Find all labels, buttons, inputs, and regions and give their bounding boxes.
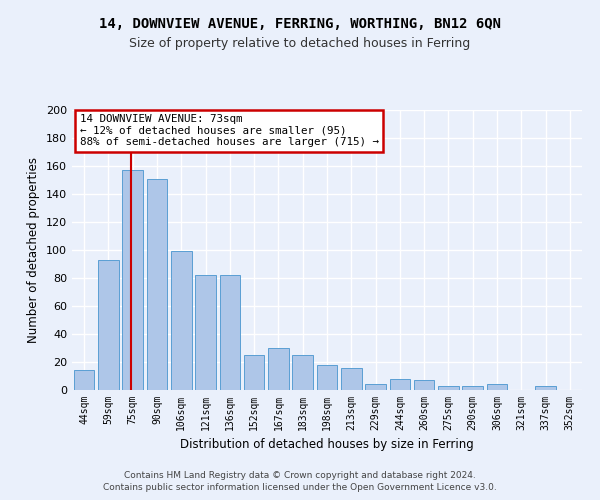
Text: Contains HM Land Registry data © Crown copyright and database right 2024.: Contains HM Land Registry data © Crown c… [124, 471, 476, 480]
Bar [365, 384, 386, 390]
Bar [244, 355, 265, 390]
Bar [487, 384, 508, 390]
Bar [98, 260, 119, 390]
Text: Contains public sector information licensed under the Open Government Licence v3: Contains public sector information licen… [103, 484, 497, 492]
Y-axis label: Number of detached properties: Number of detached properties [28, 157, 40, 343]
Text: 14 DOWNVIEW AVENUE: 73sqm
← 12% of detached houses are smaller (95)
88% of semi-: 14 DOWNVIEW AVENUE: 73sqm ← 12% of detac… [80, 114, 379, 148]
Bar [463, 386, 483, 390]
Bar [317, 365, 337, 390]
Bar [535, 386, 556, 390]
Bar [146, 178, 167, 390]
Bar [438, 386, 459, 390]
Bar [122, 170, 143, 390]
Bar [389, 379, 410, 390]
Bar [171, 252, 191, 390]
Bar [268, 348, 289, 390]
Bar [220, 275, 240, 390]
Text: 14, DOWNVIEW AVENUE, FERRING, WORTHING, BN12 6QN: 14, DOWNVIEW AVENUE, FERRING, WORTHING, … [99, 18, 501, 32]
X-axis label: Distribution of detached houses by size in Ferring: Distribution of detached houses by size … [180, 438, 474, 452]
Bar [292, 355, 313, 390]
Bar [195, 275, 216, 390]
Text: Size of property relative to detached houses in Ferring: Size of property relative to detached ho… [130, 38, 470, 51]
Bar [414, 380, 434, 390]
Bar [341, 368, 362, 390]
Bar [74, 370, 94, 390]
